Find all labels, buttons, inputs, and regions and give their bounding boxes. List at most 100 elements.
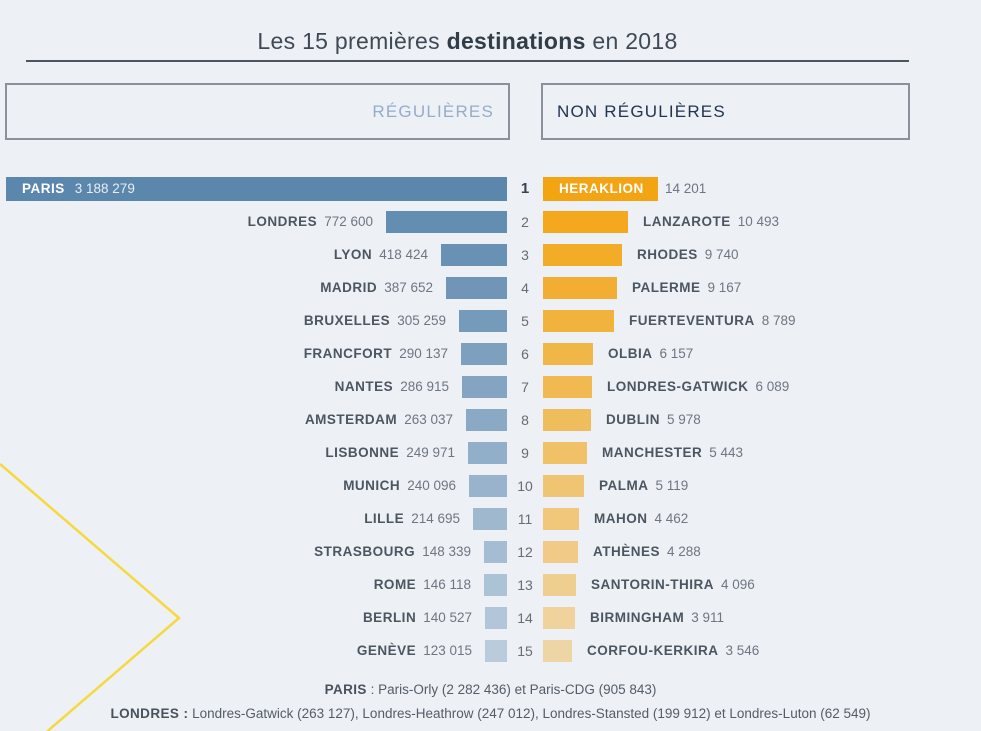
regular-cell: LISBONNE 249 971 bbox=[6, 441, 507, 464]
nonregular-bar bbox=[543, 210, 628, 233]
regular-city-label: FRANCFORT bbox=[303, 346, 393, 361]
title-suffix: en 2018 bbox=[585, 28, 678, 54]
regular-cell: ROME 146 118 bbox=[6, 573, 507, 596]
regular-city-label: MUNICH bbox=[343, 478, 401, 493]
regular-cell: GENÈVE 123 015 bbox=[6, 639, 507, 662]
column-header-regular-label: RÉGULIÈRES bbox=[372, 101, 494, 121]
regular-city-value: 387 652 bbox=[384, 280, 433, 295]
regular-bar bbox=[484, 540, 507, 563]
ranking-row: PARIS 3 188 279 1 HERAKLION 14 201 bbox=[6, 172, 981, 205]
regular-city-label: LONDRES bbox=[247, 214, 318, 229]
rank-number: 3 bbox=[521, 246, 529, 263]
regular-city-label: STRASBOURG bbox=[314, 544, 416, 559]
nonregular-city-value: 5 978 bbox=[667, 412, 701, 427]
nonregular-cell: LONDRES-GATWICK 6 089 bbox=[543, 375, 981, 398]
ranking-row: AMSTERDAM 263 037 8 DUBLIN 5 978 bbox=[6, 403, 981, 436]
rank-number: 4 bbox=[521, 279, 529, 296]
nonregular-city-label: DUBLIN bbox=[606, 412, 660, 427]
rank-number: 12 bbox=[517, 543, 533, 560]
nonregular-city-value: 10 493 bbox=[737, 214, 780, 229]
regular-city-value: 286 915 bbox=[400, 379, 449, 394]
nonregular-city-value: 4 462 bbox=[654, 511, 689, 526]
nonregular-cell: CORFOU-KERKIRA 3 546 bbox=[543, 639, 981, 662]
regular-cell: MADRID 387 652 bbox=[6, 276, 507, 299]
nonregular-city-label: MAHON bbox=[594, 511, 648, 526]
nonregular-city-value: 5 119 bbox=[655, 478, 689, 493]
regular-bar bbox=[462, 375, 507, 398]
nonregular-city-value: 8 789 bbox=[761, 313, 796, 328]
regular-city-label: NANTES bbox=[334, 379, 394, 394]
ranking-row: LILLE 214 695 11 MAHON 4 462 bbox=[6, 502, 981, 535]
regular-bar bbox=[485, 639, 507, 662]
regular-cell: NANTES 286 915 bbox=[6, 375, 507, 398]
regular-bar bbox=[469, 474, 507, 497]
regular-bar bbox=[386, 210, 507, 233]
regular-city-label: LILLE bbox=[364, 511, 405, 526]
regular-cell: FRANCFORT 290 137 bbox=[6, 342, 507, 365]
rank-number: 13 bbox=[517, 576, 533, 593]
nonregular-city-label: LONDRES-GATWICK bbox=[607, 379, 749, 394]
title-underline bbox=[26, 60, 909, 62]
regular-city-value: 305 259 bbox=[397, 313, 446, 328]
regular-city-value: 418 424 bbox=[379, 247, 428, 262]
regular-bar bbox=[484, 573, 507, 596]
regular-city-value: 148 339 bbox=[422, 544, 471, 559]
rank-number: 2 bbox=[521, 213, 529, 230]
regular-city-value: 214 695 bbox=[411, 511, 460, 526]
regular-bar bbox=[441, 243, 507, 266]
nonregular-city-value: 4 096 bbox=[721, 577, 755, 592]
rank-number: 10 bbox=[517, 477, 533, 494]
nonregular-cell: PALERME 9 167 bbox=[543, 276, 981, 299]
nonregular-city-label: PALERME bbox=[632, 280, 701, 295]
regular-city-label: BERLIN bbox=[362, 610, 417, 625]
nonregular-bar bbox=[543, 342, 593, 365]
ranking-row: LYON 418 424 3 RHODES 9 740 bbox=[6, 238, 981, 271]
regular-city-value: 3 188 279 bbox=[74, 181, 135, 196]
nonregular-city-label: OLBIA bbox=[608, 346, 653, 361]
nonregular-cell: HERAKLION 14 201 bbox=[543, 176, 981, 201]
nonregular-city-label: RHODES bbox=[637, 247, 698, 262]
regular-bar bbox=[485, 606, 507, 629]
ranking-row: BRUXELLES 305 259 5 FUERTEVENTURA 8 789 bbox=[6, 304, 981, 337]
nonregular-cell: PALMA 5 119 bbox=[543, 474, 981, 497]
nonregular-cell: ATHÈNES 4 288 bbox=[543, 540, 981, 563]
rank-number: 11 bbox=[517, 510, 533, 527]
regular-bar bbox=[468, 441, 507, 464]
regular-city-value: 140 527 bbox=[423, 610, 472, 625]
regular-city-value: 123 015 bbox=[423, 643, 472, 658]
nonregular-cell: MANCHESTER 5 443 bbox=[543, 441, 981, 464]
nonregular-bar: HERAKLION bbox=[543, 176, 658, 201]
ranking-row: LONDRES 772 600 2 LANZAROTE 10 493 bbox=[6, 205, 981, 238]
nonregular-city-value: 6 089 bbox=[755, 379, 790, 394]
page-title: Les 15 premières destinations en 2018 bbox=[26, 28, 909, 55]
regular-city-label: AMSTERDAM bbox=[304, 412, 398, 427]
regular-city-label: PARIS bbox=[22, 181, 65, 196]
regular-cell: PARIS 3 188 279 bbox=[6, 176, 507, 201]
ranking-row: MADRID 387 652 4 PALERME 9 167 bbox=[6, 271, 981, 304]
regular-cell: LILLE 214 695 bbox=[6, 507, 507, 530]
rank-number: 9 bbox=[521, 444, 529, 461]
ranking-row: STRASBOURG 148 339 12 ATHÈNES 4 288 bbox=[6, 535, 981, 568]
rank-number: 6 bbox=[521, 345, 529, 362]
regular-cell: LYON 418 424 bbox=[6, 243, 507, 266]
regular-city-label: BRUXELLES bbox=[303, 313, 391, 328]
footnote-londres-text: Londres-Gatwick (263 127), Londres-Heath… bbox=[188, 706, 871, 721]
regular-bar bbox=[459, 309, 507, 332]
nonregular-cell: RHODES 9 740 bbox=[543, 243, 981, 266]
nonregular-city-label: SANTORIN-THIRA bbox=[591, 577, 714, 592]
regular-cell: MUNICH 240 096 bbox=[6, 474, 507, 497]
footnote-paris: PARIS : Paris-Orly (2 282 436) et Paris-… bbox=[0, 678, 981, 702]
nonregular-cell: OLBIA 6 157 bbox=[543, 342, 981, 365]
nonregular-bar bbox=[543, 408, 591, 431]
nonregular-cell: BIRMINGHAM 3 911 bbox=[543, 606, 981, 629]
nonregular-city-label: HERAKLION bbox=[559, 181, 644, 196]
footnotes: PARIS : Paris-Orly (2 282 436) et Paris-… bbox=[0, 678, 981, 726]
nonregular-bar bbox=[543, 540, 578, 563]
nonregular-city-label: MANCHESTER bbox=[602, 445, 703, 460]
nonregular-city-value: 9 167 bbox=[707, 280, 742, 295]
regular-city-value: 249 971 bbox=[406, 445, 455, 460]
regular-city-label: MADRID bbox=[320, 280, 378, 295]
rank-number: 8 bbox=[521, 411, 529, 428]
regular-city-label: LISBONNE bbox=[325, 445, 400, 460]
ranking-row: GENÈVE 123 015 15 CORFOU-KERKIRA 3 546 bbox=[6, 634, 981, 667]
